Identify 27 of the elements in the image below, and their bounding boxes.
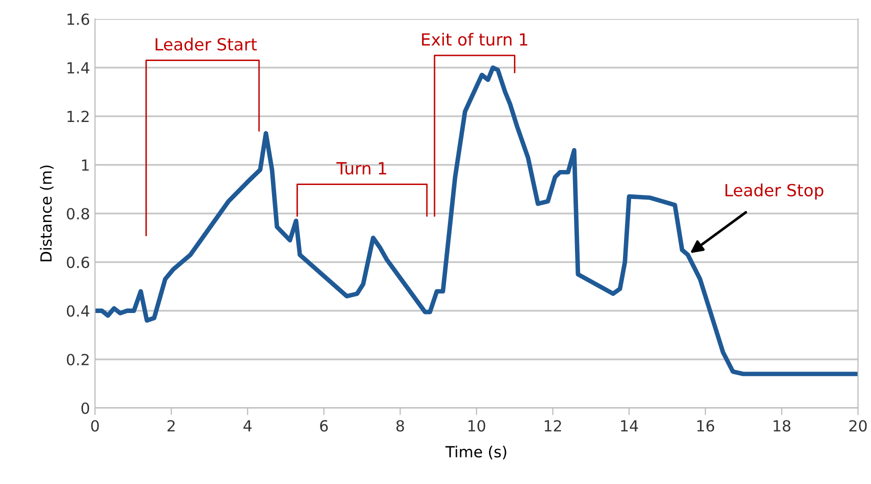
y-tick-label: 1.6 [68, 13, 90, 26]
y-axis-title: Distance (m) [40, 166, 54, 262]
x-tick-label: 14 [621, 420, 638, 432]
x-tick-label: 8 [396, 420, 404, 432]
annotation: Leader Stop [726, 184, 824, 200]
x-tick-label: 16 [697, 420, 714, 432]
x-tick-label: 20 [849, 420, 867, 432]
y-tick-label: 0.4 [66, 305, 90, 317]
x-tick-label: 2 [168, 420, 175, 432]
y-tick-label: 1.2 [68, 110, 89, 122]
x-tick-label: 10 [468, 420, 486, 432]
y-tick-label: 1.4 [68, 62, 90, 74]
y-tick-label: 1 [82, 160, 89, 171]
x-axis-title: Time (s) [445, 446, 506, 460]
y-tick-label: 0.2 [66, 354, 89, 366]
annotation: Leader Start [156, 38, 257, 51]
annotation: Exit of turn 1 [422, 32, 528, 46]
x-tick-label: 18 [774, 420, 790, 432]
x-tick-label: 6 [320, 420, 328, 432]
y-tick-label: 0 [81, 402, 90, 414]
x-tick-label: 12 [544, 420, 561, 432]
y-tick-label: 0.8 [66, 208, 90, 220]
x-tick-label: 4 [243, 420, 252, 432]
y-tick-label: 0.6 [66, 256, 90, 268]
annotation: Turn 1 [336, 162, 386, 175]
x-tick-label: 0 [91, 420, 99, 432]
line-series [95, 65, 858, 376]
